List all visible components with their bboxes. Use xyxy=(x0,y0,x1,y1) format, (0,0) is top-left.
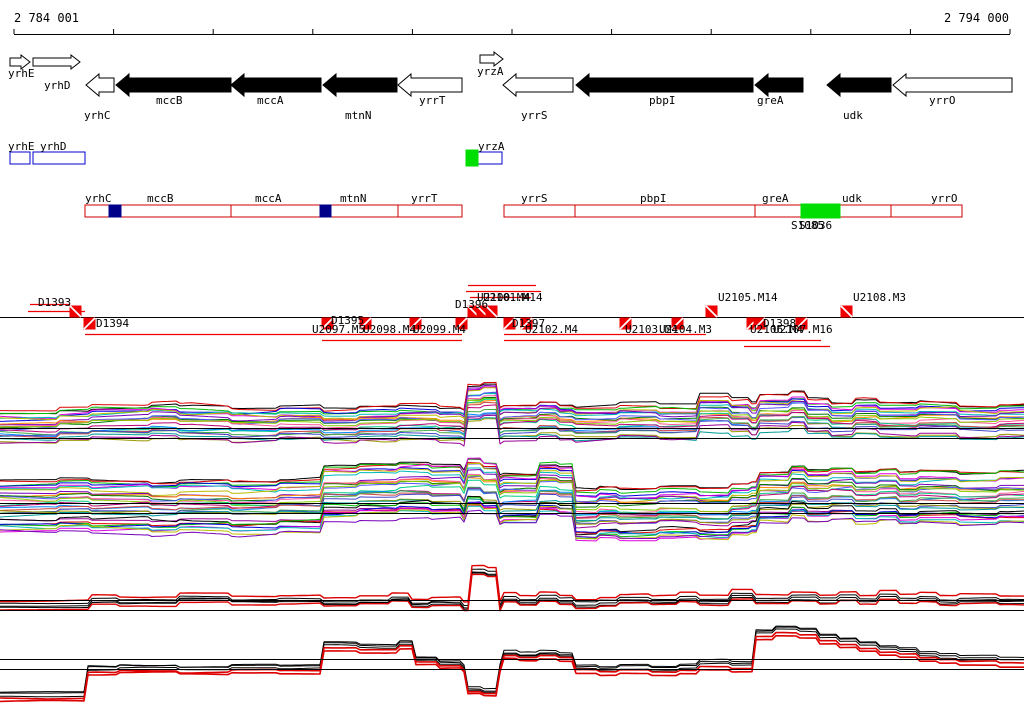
signal-series xyxy=(0,564,1024,603)
feature-box-green[interactable] xyxy=(465,149,479,167)
signal-series xyxy=(0,467,1024,503)
signal-series xyxy=(0,626,1024,694)
orf-box[interactable] xyxy=(84,204,232,218)
probe-flag-slash xyxy=(520,317,533,330)
gene-arrow-yrhD[interactable] xyxy=(32,53,81,71)
orf-box-green[interactable] xyxy=(800,203,841,219)
orf-box[interactable] xyxy=(503,204,576,218)
signal-series xyxy=(0,396,1024,429)
gene-arrow-mccB[interactable] xyxy=(115,72,232,98)
signal-series xyxy=(0,568,1024,606)
gene-arrow-yrrT[interactable] xyxy=(397,72,463,98)
orf-box[interactable] xyxy=(839,204,892,218)
orf-box[interactable] xyxy=(754,204,802,218)
gene-arrow-greA[interactable] xyxy=(754,72,804,98)
signal-series xyxy=(0,571,1024,609)
gene-arrow-yrhE[interactable] xyxy=(9,53,31,71)
signal-series xyxy=(0,391,1024,432)
signal-series xyxy=(0,628,1024,698)
signal-series xyxy=(0,462,1024,504)
signal-series xyxy=(0,386,1024,420)
signal-series xyxy=(0,417,1024,442)
signal-series xyxy=(0,501,1024,535)
orf-box-blue[interactable] xyxy=(108,204,122,218)
signal-series xyxy=(0,473,1024,514)
signal-series xyxy=(0,414,1024,447)
probe-flag-slash xyxy=(455,317,468,330)
probe-flag-slash xyxy=(485,305,498,318)
orf-box[interactable] xyxy=(230,204,324,218)
gene-arrow-yrrO[interactable] xyxy=(892,72,1013,98)
probe-flag-slash xyxy=(83,317,96,330)
signal-series xyxy=(0,457,1024,494)
orf-box[interactable] xyxy=(397,204,463,218)
probe-flag-slash xyxy=(619,317,632,330)
gene-arrow-udk[interactable] xyxy=(826,72,892,98)
signal-series xyxy=(0,503,1024,541)
signal-series xyxy=(0,458,1024,490)
signal-series xyxy=(0,387,1024,421)
feature-box[interactable] xyxy=(477,151,503,165)
probe-flag-slash xyxy=(705,305,718,318)
gene-arrow-pbpI[interactable] xyxy=(575,72,754,98)
signal-series xyxy=(0,381,1024,412)
signal-series xyxy=(0,413,1024,439)
gene-arrow-mtnN[interactable] xyxy=(322,72,398,98)
feature-box[interactable] xyxy=(32,151,86,165)
probe-flag-slash xyxy=(840,305,853,318)
probe-flag-slash xyxy=(503,317,516,330)
probe-flag-slash xyxy=(359,317,372,330)
signal-series xyxy=(0,397,1024,428)
probe-flag-slash xyxy=(671,317,684,330)
signal-series xyxy=(0,634,1024,703)
probe-flag-slash xyxy=(409,317,422,330)
orf-box[interactable] xyxy=(890,204,963,218)
signal-series xyxy=(0,509,1024,539)
probe-flag-slash xyxy=(69,305,82,318)
signal-series xyxy=(0,498,1024,521)
signal-series xyxy=(0,404,1024,433)
feature-box[interactable] xyxy=(9,151,31,165)
signal-series xyxy=(0,631,1024,700)
gene-arrow-yrzA[interactable] xyxy=(479,50,504,68)
probe-flag-slash xyxy=(795,317,808,330)
gene-arrow-yrrS[interactable] xyxy=(502,72,574,98)
gene-arrow-mccA[interactable] xyxy=(230,72,322,98)
orf-box[interactable] xyxy=(574,204,756,218)
probe-flag-slash xyxy=(321,317,334,330)
gene-arrow-yrhC[interactable] xyxy=(85,72,115,98)
signal-series xyxy=(0,495,1024,536)
orf-box-blue[interactable] xyxy=(319,204,332,218)
orf-box[interactable] xyxy=(322,204,399,218)
probe-flag-slash xyxy=(753,317,766,330)
